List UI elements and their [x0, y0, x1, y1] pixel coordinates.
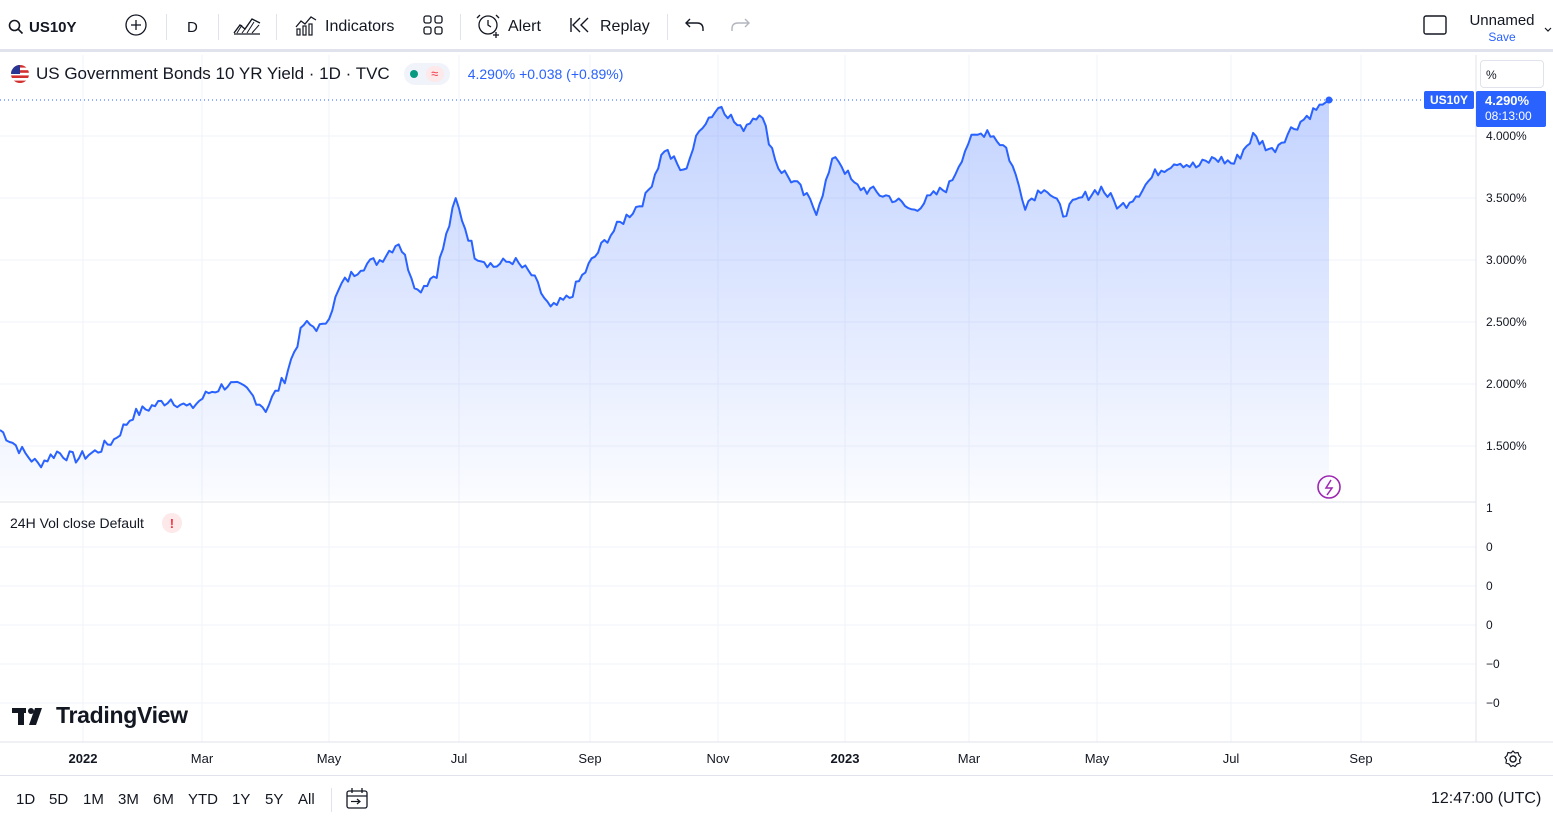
indicators-label: Indicators: [325, 18, 395, 35]
volume-tick: 0: [1486, 618, 1493, 632]
alert-button[interactable]: Alert: [476, 14, 541, 40]
range-1d[interactable]: 1D: [16, 791, 36, 808]
volume-tick: 0: [1486, 579, 1493, 593]
warning-icon[interactable]: !: [161, 513, 182, 533]
layouts-button[interactable]: [421, 14, 445, 40]
rewind-icon: [570, 16, 592, 39]
market-open-dot-icon: [409, 70, 418, 78]
time-tick: 2023: [830, 751, 860, 766]
volume-label[interactable]: 24H Vol close Default: [10, 515, 144, 531]
time-tick: Nov: [706, 751, 730, 766]
volume-tick: −0: [1486, 657, 1500, 671]
save-label: Save: [1488, 30, 1516, 44]
price-tick: 2.500%: [1486, 315, 1527, 329]
layout-name-button[interactable]: Unnamed Save: [1462, 12, 1542, 44]
range-3m[interactable]: 3M: [118, 791, 139, 808]
price-tick: 3.500%: [1486, 191, 1527, 205]
time-tick: Jul: [450, 751, 468, 766]
unit-selector[interactable]: %: [1480, 60, 1544, 88]
redo-icon: [729, 16, 751, 39]
tradingview-watermark: TradingView: [12, 702, 188, 729]
watermark-text: TradingView: [56, 702, 188, 728]
time-tick: May: [1084, 751, 1110, 766]
fullscreen-button[interactable]: [1422, 14, 1448, 40]
range-1m[interactable]: 1M: [83, 791, 104, 808]
chevron-down-icon[interactable]: [1543, 22, 1553, 40]
volume-tick: 1: [1486, 501, 1493, 515]
grid-lines: [0, 55, 1476, 742]
indicators-icon: [294, 13, 318, 42]
range-5y[interactable]: 5Y: [265, 791, 284, 808]
volume-tick: 0: [1486, 540, 1493, 554]
divider: [460, 14, 461, 40]
time-tick: Mar: [190, 751, 214, 766]
unit-label: %: [1486, 68, 1497, 82]
layout-name: Unnamed: [1469, 12, 1535, 29]
market-status-pill[interactable]: ≈: [403, 63, 450, 85]
undo-icon: [684, 16, 706, 39]
legend-title[interactable]: US Government Bonds 10 YR Yield · 1D · T…: [36, 64, 390, 83]
time-tick: Mar: [957, 751, 981, 766]
symbol-legend: US Government Bonds 10 YR Yield · 1D · T…: [10, 62, 623, 86]
settings-icon[interactable]: [1503, 749, 1523, 774]
time-tick: 2022: [68, 751, 98, 766]
range-all[interactable]: All: [298, 791, 315, 808]
bar-countdown: 08:13:00: [1485, 109, 1532, 123]
symbol-label: US10Y: [29, 18, 77, 36]
divider: [218, 14, 219, 40]
replay-button[interactable]: Replay: [570, 14, 650, 40]
price-tick: 3.000%: [1486, 253, 1527, 267]
interval-label: D: [187, 18, 198, 36]
volume-tick: −0: [1486, 696, 1500, 710]
clock-label[interactable]: 12:47:00 (UTC): [1431, 790, 1542, 807]
chart-type-button[interactable]: [232, 14, 262, 40]
range-6m[interactable]: 6M: [153, 791, 174, 808]
last-price-dot: [1325, 96, 1333, 104]
us-flag-icon: [10, 64, 30, 84]
time-tick: Sep: [578, 751, 602, 766]
volume-legend: 24H Vol close Default !: [10, 512, 182, 534]
lightning-icon[interactable]: [1317, 475, 1341, 499]
replay-label: Replay: [600, 18, 650, 35]
price-tick: 1.500%: [1486, 439, 1527, 453]
square-icon: [1422, 14, 1448, 41]
tradingview-logo-icon: [12, 705, 50, 727]
search-icon: [8, 19, 24, 35]
legend-quote: 4.290% +0.038 (+0.89%): [467, 66, 624, 82]
current-price-tag: 4.290% 08:13:00: [1476, 91, 1546, 127]
redo-button[interactable]: [729, 14, 751, 40]
time-tick: Jul: [1222, 751, 1240, 766]
undo-button[interactable]: [684, 14, 706, 40]
alert-label: Alert: [508, 18, 541, 35]
plus-circle-icon: [124, 13, 148, 42]
goto-date-icon[interactable]: [345, 787, 371, 816]
time-tick: Sep: [1349, 751, 1373, 766]
area-chart-icon: [232, 13, 262, 42]
divider: [276, 14, 277, 40]
price-area-fill: [0, 100, 1329, 500]
delayed-data-icon: ≈: [425, 66, 444, 82]
price-tick: 2.000%: [1486, 377, 1527, 391]
divider: [667, 14, 668, 40]
indicators-button[interactable]: Indicators: [294, 14, 394, 40]
range-ytd[interactable]: YTD: [188, 791, 218, 808]
interval-button[interactable]: D: [187, 14, 198, 40]
symbol-search-button[interactable]: US10Y: [8, 14, 77, 40]
price-line[interactable]: [0, 99, 1330, 469]
divider: [166, 14, 167, 40]
compare-button[interactable]: [124, 13, 148, 42]
range-5d[interactable]: 5D: [49, 791, 69, 808]
current-price: 4.290%: [1485, 93, 1530, 108]
top-toolbar: US10Y D Indicators Alert Rep: [0, 0, 1553, 52]
grid-icon: [421, 13, 445, 42]
symbol-price-tag: US10Y: [1424, 91, 1474, 109]
divider: [331, 788, 332, 812]
chart-canvas[interactable]: [0, 0, 1553, 775]
time-tick: May: [316, 751, 342, 766]
range-1y[interactable]: 1Y: [232, 791, 251, 808]
alarm-clock-icon: [476, 12, 502, 43]
bottom-toolbar: [0, 775, 1553, 825]
price-tick: 4.000%: [1486, 129, 1527, 143]
